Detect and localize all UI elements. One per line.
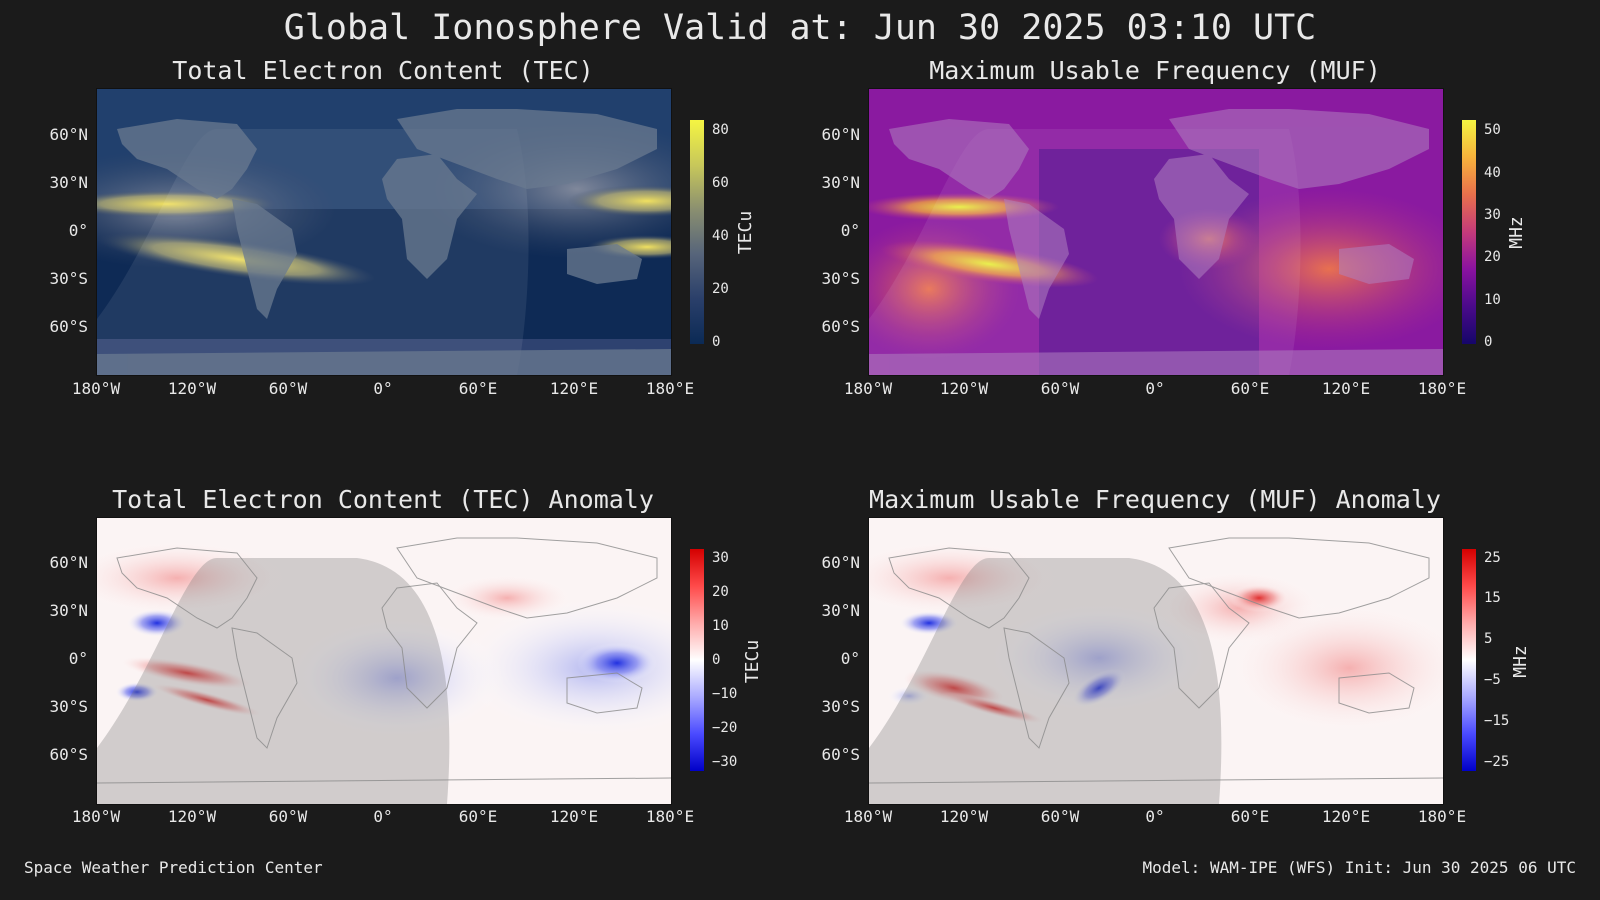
lon-tick-120w: 120°W <box>167 379 217 398</box>
lat-tick-60n: 60°N <box>821 553 860 572</box>
lon-tick-0: 0° <box>373 379 393 398</box>
tec-cb-tick: 80 <box>712 122 729 138</box>
lon-tick-120w: 120°W <box>939 807 989 826</box>
lat-tick-0: 0° <box>68 649 88 668</box>
lat-tick-0: 0° <box>68 221 88 240</box>
lon-tick-120w: 120°W <box>939 379 989 398</box>
muf-anomaly-cb-tick: 5 <box>1484 631 1493 647</box>
muf-anomaly-cb-tick: −5 <box>1484 672 1501 688</box>
tec-cb-tick: 40 <box>712 228 729 244</box>
tec-colorbar <box>690 120 704 344</box>
lon-tick-120w: 120°W <box>167 807 217 826</box>
muf-cb-tick: 50 <box>1484 122 1501 138</box>
panel-title-tec-anomaly: Total Electron Content (TEC) Anomaly <box>112 485 654 514</box>
lon-tick-120e: 120°E <box>1321 379 1371 398</box>
tec-anomaly-unit-label: TECu <box>742 639 764 684</box>
muf-map <box>868 88 1444 376</box>
muf-cb-tick: 0 <box>1484 334 1493 350</box>
page-title: Global Ionosphere Valid at: Jun 30 2025 … <box>283 8 1317 48</box>
lon-tick-60w: 60°W <box>1040 807 1080 826</box>
muf-cb-tick: 10 <box>1484 292 1501 308</box>
lon-tick-60e: 60°E <box>458 807 498 826</box>
lat-tick-30s: 30°S <box>821 269 860 288</box>
tec-anomaly-cb-tick: −30 <box>712 754 738 770</box>
tec-map <box>96 88 672 376</box>
tec-anomaly-cb-tick: 10 <box>712 618 729 634</box>
lat-tick-30n: 30°N <box>821 601 860 620</box>
lat-tick-60n: 60°N <box>821 125 860 144</box>
lon-tick-60w: 60°W <box>268 807 308 826</box>
tec-cb-tick: 60 <box>712 175 729 191</box>
muf-anomaly-cb-tick: 25 <box>1484 550 1501 566</box>
muf-anomaly-colorbar <box>1462 549 1476 771</box>
lon-tick-0: 0° <box>1145 807 1165 826</box>
tec-anomaly-cb-tick: 0 <box>712 652 721 668</box>
lon-tick-60w: 60°W <box>1040 379 1080 398</box>
lon-tick-180w: 180°W <box>71 379 121 398</box>
footer-left: Space Weather Prediction Center <box>24 858 323 877</box>
panel-title-muf: Maximum Usable Frequency (MUF) <box>929 56 1381 85</box>
tec-anomaly-cb-tick: 30 <box>712 550 729 566</box>
muf-anomaly-cb-tick: −15 <box>1484 713 1510 729</box>
lon-tick-180w: 180°W <box>843 807 893 826</box>
lat-tick-60s: 60°S <box>821 745 860 764</box>
tec-unit-label: TECu <box>735 210 757 255</box>
lon-tick-60w: 60°W <box>268 379 308 398</box>
muf-anomaly-map <box>868 517 1444 805</box>
lat-tick-30s: 30°S <box>821 697 860 716</box>
muf-cb-tick: 40 <box>1484 165 1501 181</box>
lon-tick-120e: 120°E <box>549 807 599 826</box>
lon-tick-180w: 180°W <box>71 807 121 826</box>
tec-anomaly-cb-tick: −10 <box>712 686 738 702</box>
muf-cb-tick: 30 <box>1484 207 1501 223</box>
tec-anomaly-colorbar <box>690 549 704 771</box>
lat-tick-30n: 30°N <box>49 601 88 620</box>
tec-anomaly-cb-tick: 20 <box>712 584 729 600</box>
lat-tick-0: 0° <box>840 221 860 240</box>
muf-anomaly-unit-label: MHz <box>1509 645 1531 678</box>
tec-anomaly-cb-tick: −20 <box>712 720 738 736</box>
lat-tick-0: 0° <box>840 649 860 668</box>
lon-tick-60e: 60°E <box>1230 379 1270 398</box>
muf-anomaly-cb-tick: −25 <box>1484 754 1510 770</box>
lon-tick-180e: 180°E <box>1417 807 1467 826</box>
muf-colorbar <box>1462 120 1476 344</box>
panel-title-tec: Total Electron Content (TEC) <box>172 56 594 85</box>
tec-cb-tick: 0 <box>712 334 721 350</box>
lat-tick-60s: 60°S <box>49 745 88 764</box>
lat-tick-30s: 30°S <box>49 269 88 288</box>
lat-tick-30s: 30°S <box>49 697 88 716</box>
tec-anomaly-map <box>96 517 672 805</box>
footer-right: Model: WAM-IPE (WFS) Init: Jun 30 2025 0… <box>1142 858 1576 877</box>
lon-tick-60e: 60°E <box>458 379 498 398</box>
muf-unit-label: MHz <box>1505 216 1527 249</box>
lon-tick-180e: 180°E <box>1417 379 1467 398</box>
lon-tick-180e: 180°E <box>645 379 695 398</box>
panel-title-muf-anomaly: Maximum Usable Frequency (MUF) Anomaly <box>869 485 1441 514</box>
lat-tick-60n: 60°N <box>49 553 88 572</box>
lon-tick-120e: 120°E <box>549 379 599 398</box>
lon-tick-0: 0° <box>373 807 393 826</box>
lat-tick-30n: 30°N <box>49 173 88 192</box>
lon-tick-180w: 180°W <box>843 379 893 398</box>
lat-tick-60s: 60°S <box>821 317 860 336</box>
lat-tick-60n: 60°N <box>49 125 88 144</box>
muf-anomaly-cb-tick: 15 <box>1484 590 1501 606</box>
muf-cb-tick: 20 <box>1484 249 1501 265</box>
lon-tick-120e: 120°E <box>1321 807 1371 826</box>
lat-tick-30n: 30°N <box>821 173 860 192</box>
lon-tick-180e: 180°E <box>645 807 695 826</box>
lat-tick-60s: 60°S <box>49 317 88 336</box>
lon-tick-60e: 60°E <box>1230 807 1270 826</box>
lon-tick-0: 0° <box>1145 379 1165 398</box>
tec-cb-tick: 20 <box>712 281 729 297</box>
